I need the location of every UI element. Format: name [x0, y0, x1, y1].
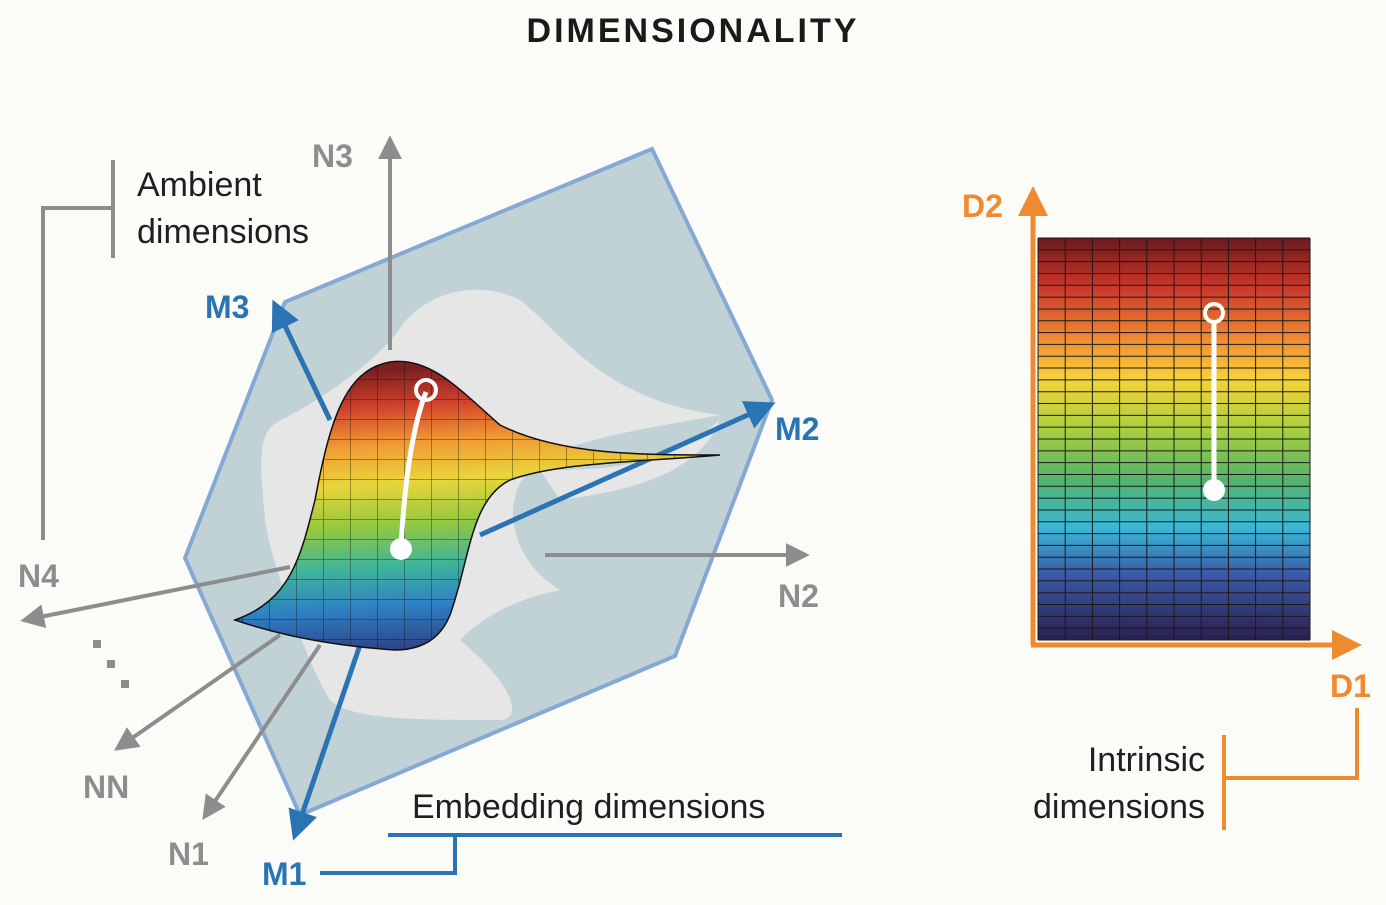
axis-m3: [271, 299, 333, 422]
label-m3: M3: [205, 289, 249, 325]
intrinsic-label-line1: Intrinsic: [1088, 741, 1205, 779]
ambient-label-line2: dimensions: [137, 213, 309, 251]
axis-n1: [202, 643, 322, 820]
ambient-label-line1: Ambient: [137, 166, 262, 204]
intrinsic-end-marker: [1203, 479, 1225, 501]
label-n3: N3: [312, 138, 353, 174]
intrinsic-geodesic: [1203, 302, 1225, 501]
axis-m2: [478, 401, 776, 538]
embedding-axes: [271, 299, 776, 841]
axis-m1: [288, 644, 363, 841]
geodesic-start-marker: [414, 378, 438, 402]
intrinsic-start-marker: [1203, 302, 1225, 324]
label-m2: M2: [775, 411, 819, 447]
intrinsic-bracket: [1222, 708, 1359, 830]
ellipsis-dots: [93, 640, 129, 688]
intrinsic-label-line2: dimensions: [1033, 788, 1205, 826]
intrinsic-axes: [1018, 186, 1362, 660]
manifold-geodesic: [390, 378, 438, 560]
label-n2: N2: [778, 578, 819, 614]
label-n4: N4: [18, 558, 59, 594]
embedding-bracket: [320, 833, 842, 875]
geodesic-end-marker: [390, 538, 412, 560]
grid-lines: [1037, 237, 1311, 641]
axis-n4: [20, 565, 291, 629]
page-title: DIMENSIONALITY: [527, 12, 860, 50]
label-d1: D1: [1330, 668, 1371, 704]
intrinsic-grid: [1037, 237, 1311, 641]
label-nn: NN: [83, 769, 129, 805]
label-m1: M1: [262, 856, 306, 892]
label-d2: D2: [962, 188, 1003, 224]
label-n1: N1: [168, 836, 209, 872]
axis-nn: [114, 633, 282, 751]
ambient-axes: [20, 135, 810, 820]
embedding-label: Embedding dimensions: [412, 788, 765, 826]
ambient-bracket: [41, 160, 115, 540]
